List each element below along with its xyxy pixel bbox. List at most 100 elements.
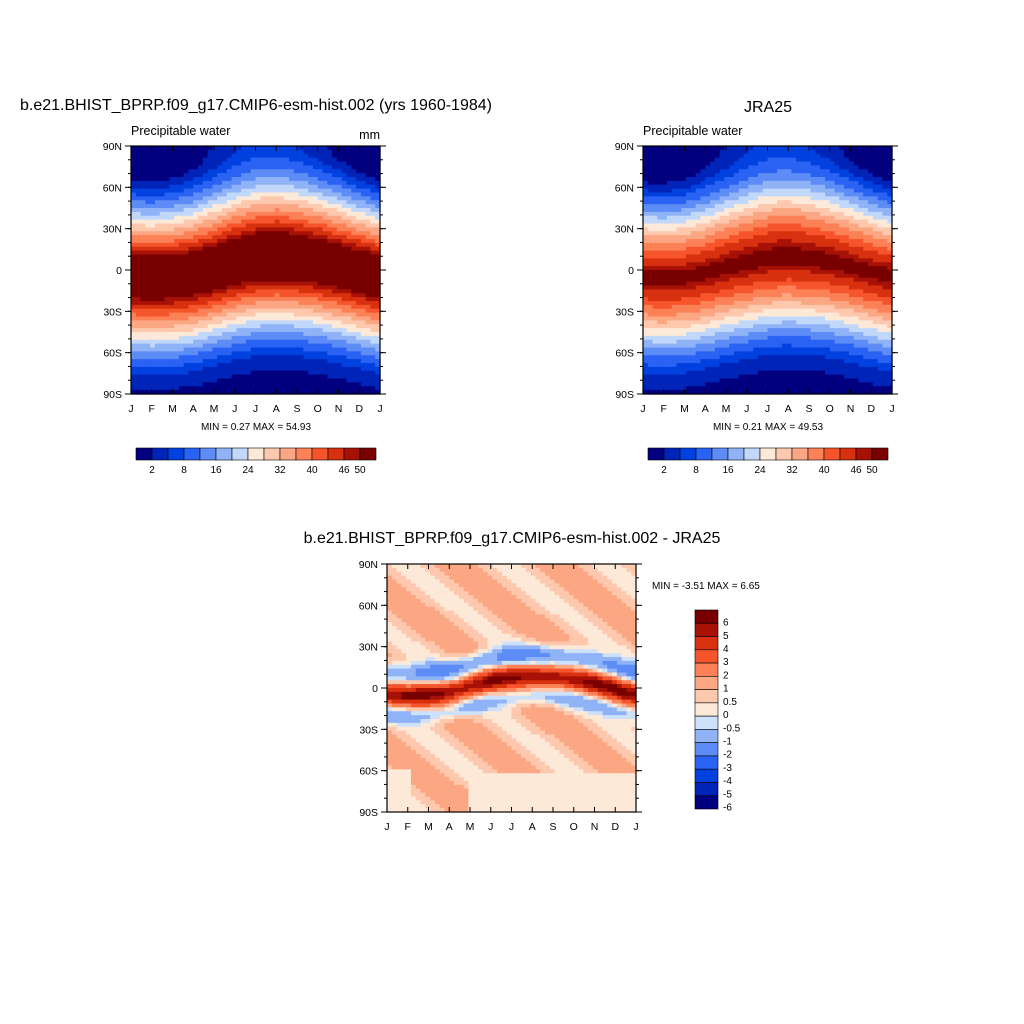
jra25-cell <box>805 157 812 163</box>
model-cell <box>317 266 324 271</box>
model-cell <box>312 149 319 155</box>
model-cell <box>327 153 333 159</box>
model-cell <box>164 386 170 391</box>
model-cell <box>317 363 324 368</box>
model-cell <box>202 215 209 221</box>
model-cell <box>174 277 180 283</box>
model-cell <box>332 386 338 391</box>
model-cell <box>298 316 304 321</box>
jra25-cell <box>690 227 697 232</box>
model-cell <box>164 332 170 337</box>
model-cell <box>289 273 295 279</box>
model-cell <box>279 289 285 294</box>
jra25-cell <box>829 165 836 170</box>
jra25-cell <box>810 254 816 259</box>
model-month-label: O <box>314 403 322 415</box>
model-cell <box>217 173 223 178</box>
model-cell <box>265 188 271 194</box>
model-cell <box>298 153 304 159</box>
model-cell <box>207 378 214 383</box>
model-cell <box>260 308 266 314</box>
model-cell <box>351 339 357 345</box>
model-cell <box>341 180 348 186</box>
jra25-cell <box>872 227 879 232</box>
jra25-cell <box>700 146 706 151</box>
model-cell <box>150 273 156 279</box>
model-cell <box>178 180 185 186</box>
model-cell <box>303 165 309 170</box>
model-cell <box>341 312 348 318</box>
model-cell <box>145 204 151 209</box>
model-cell <box>279 304 285 310</box>
model-cell <box>193 219 199 225</box>
jra25-cell <box>791 211 797 217</box>
model-cell <box>164 324 170 329</box>
model-cell <box>150 324 156 329</box>
model-cell <box>188 184 194 190</box>
model-cell <box>202 363 209 368</box>
model-cell <box>351 169 357 174</box>
jra25-cell <box>652 146 658 151</box>
jra25-cell <box>844 184 850 190</box>
model-cell <box>207 301 214 306</box>
jra25-cell <box>738 165 745 170</box>
model-cell <box>293 188 300 194</box>
model-cell <box>274 184 281 190</box>
model-cell <box>269 235 276 240</box>
model-cell <box>178 242 185 248</box>
jra25-cell <box>652 200 658 205</box>
model-cell <box>360 149 367 155</box>
model-cell <box>317 281 324 287</box>
jra25-cell <box>662 177 668 182</box>
jra25-cell <box>733 204 740 209</box>
jra25-cell <box>882 192 888 197</box>
jra25-cell <box>844 250 850 256</box>
jra25-cell <box>853 227 860 232</box>
model-cell <box>370 328 376 333</box>
model-month-label: J <box>253 403 258 415</box>
model-cell <box>217 374 223 380</box>
jra25-cell <box>753 177 759 182</box>
model-cell <box>250 149 257 155</box>
model-cell <box>289 359 295 364</box>
model-cell <box>241 235 247 240</box>
model-cell <box>298 332 304 337</box>
panel-model: b.e21.BHIST_BPRP.f09_g17.CMIP6-esm-hist.… <box>20 97 492 476</box>
jra25-cell <box>681 219 687 225</box>
model-cell <box>370 250 376 256</box>
jra25-cell <box>671 177 678 182</box>
model-cell <box>135 285 142 290</box>
model-cell <box>284 273 290 279</box>
jra25-cell <box>676 227 682 232</box>
model-cell <box>255 196 261 201</box>
model-cell <box>159 223 166 228</box>
model-cell <box>356 231 362 236</box>
model-cell <box>375 235 381 240</box>
model-cell <box>346 270 352 275</box>
jra25-cell <box>666 153 673 159</box>
jra25-cell <box>647 219 654 225</box>
model-cell <box>207 386 214 391</box>
model-cell <box>265 289 271 294</box>
model-cell <box>260 355 266 360</box>
model-cell <box>150 328 156 333</box>
jra25-cell <box>868 153 874 159</box>
jra25-cell <box>686 211 692 217</box>
model-cell <box>312 153 319 159</box>
model-cell <box>140 211 146 217</box>
jra25-cell <box>887 246 893 252</box>
model-cell <box>274 266 281 271</box>
model-cell <box>202 335 209 341</box>
model-cell <box>154 204 161 209</box>
model-cell <box>164 335 170 341</box>
model-cell <box>336 308 343 314</box>
model-cell <box>265 177 271 182</box>
model-cell <box>164 363 170 368</box>
jra25-cell <box>705 173 711 178</box>
model-cell <box>332 250 338 256</box>
model-cell <box>135 304 142 310</box>
model-cell <box>174 246 180 252</box>
jra25-cell <box>695 192 702 197</box>
model-cell <box>169 308 175 314</box>
jra25-cell <box>733 188 740 194</box>
